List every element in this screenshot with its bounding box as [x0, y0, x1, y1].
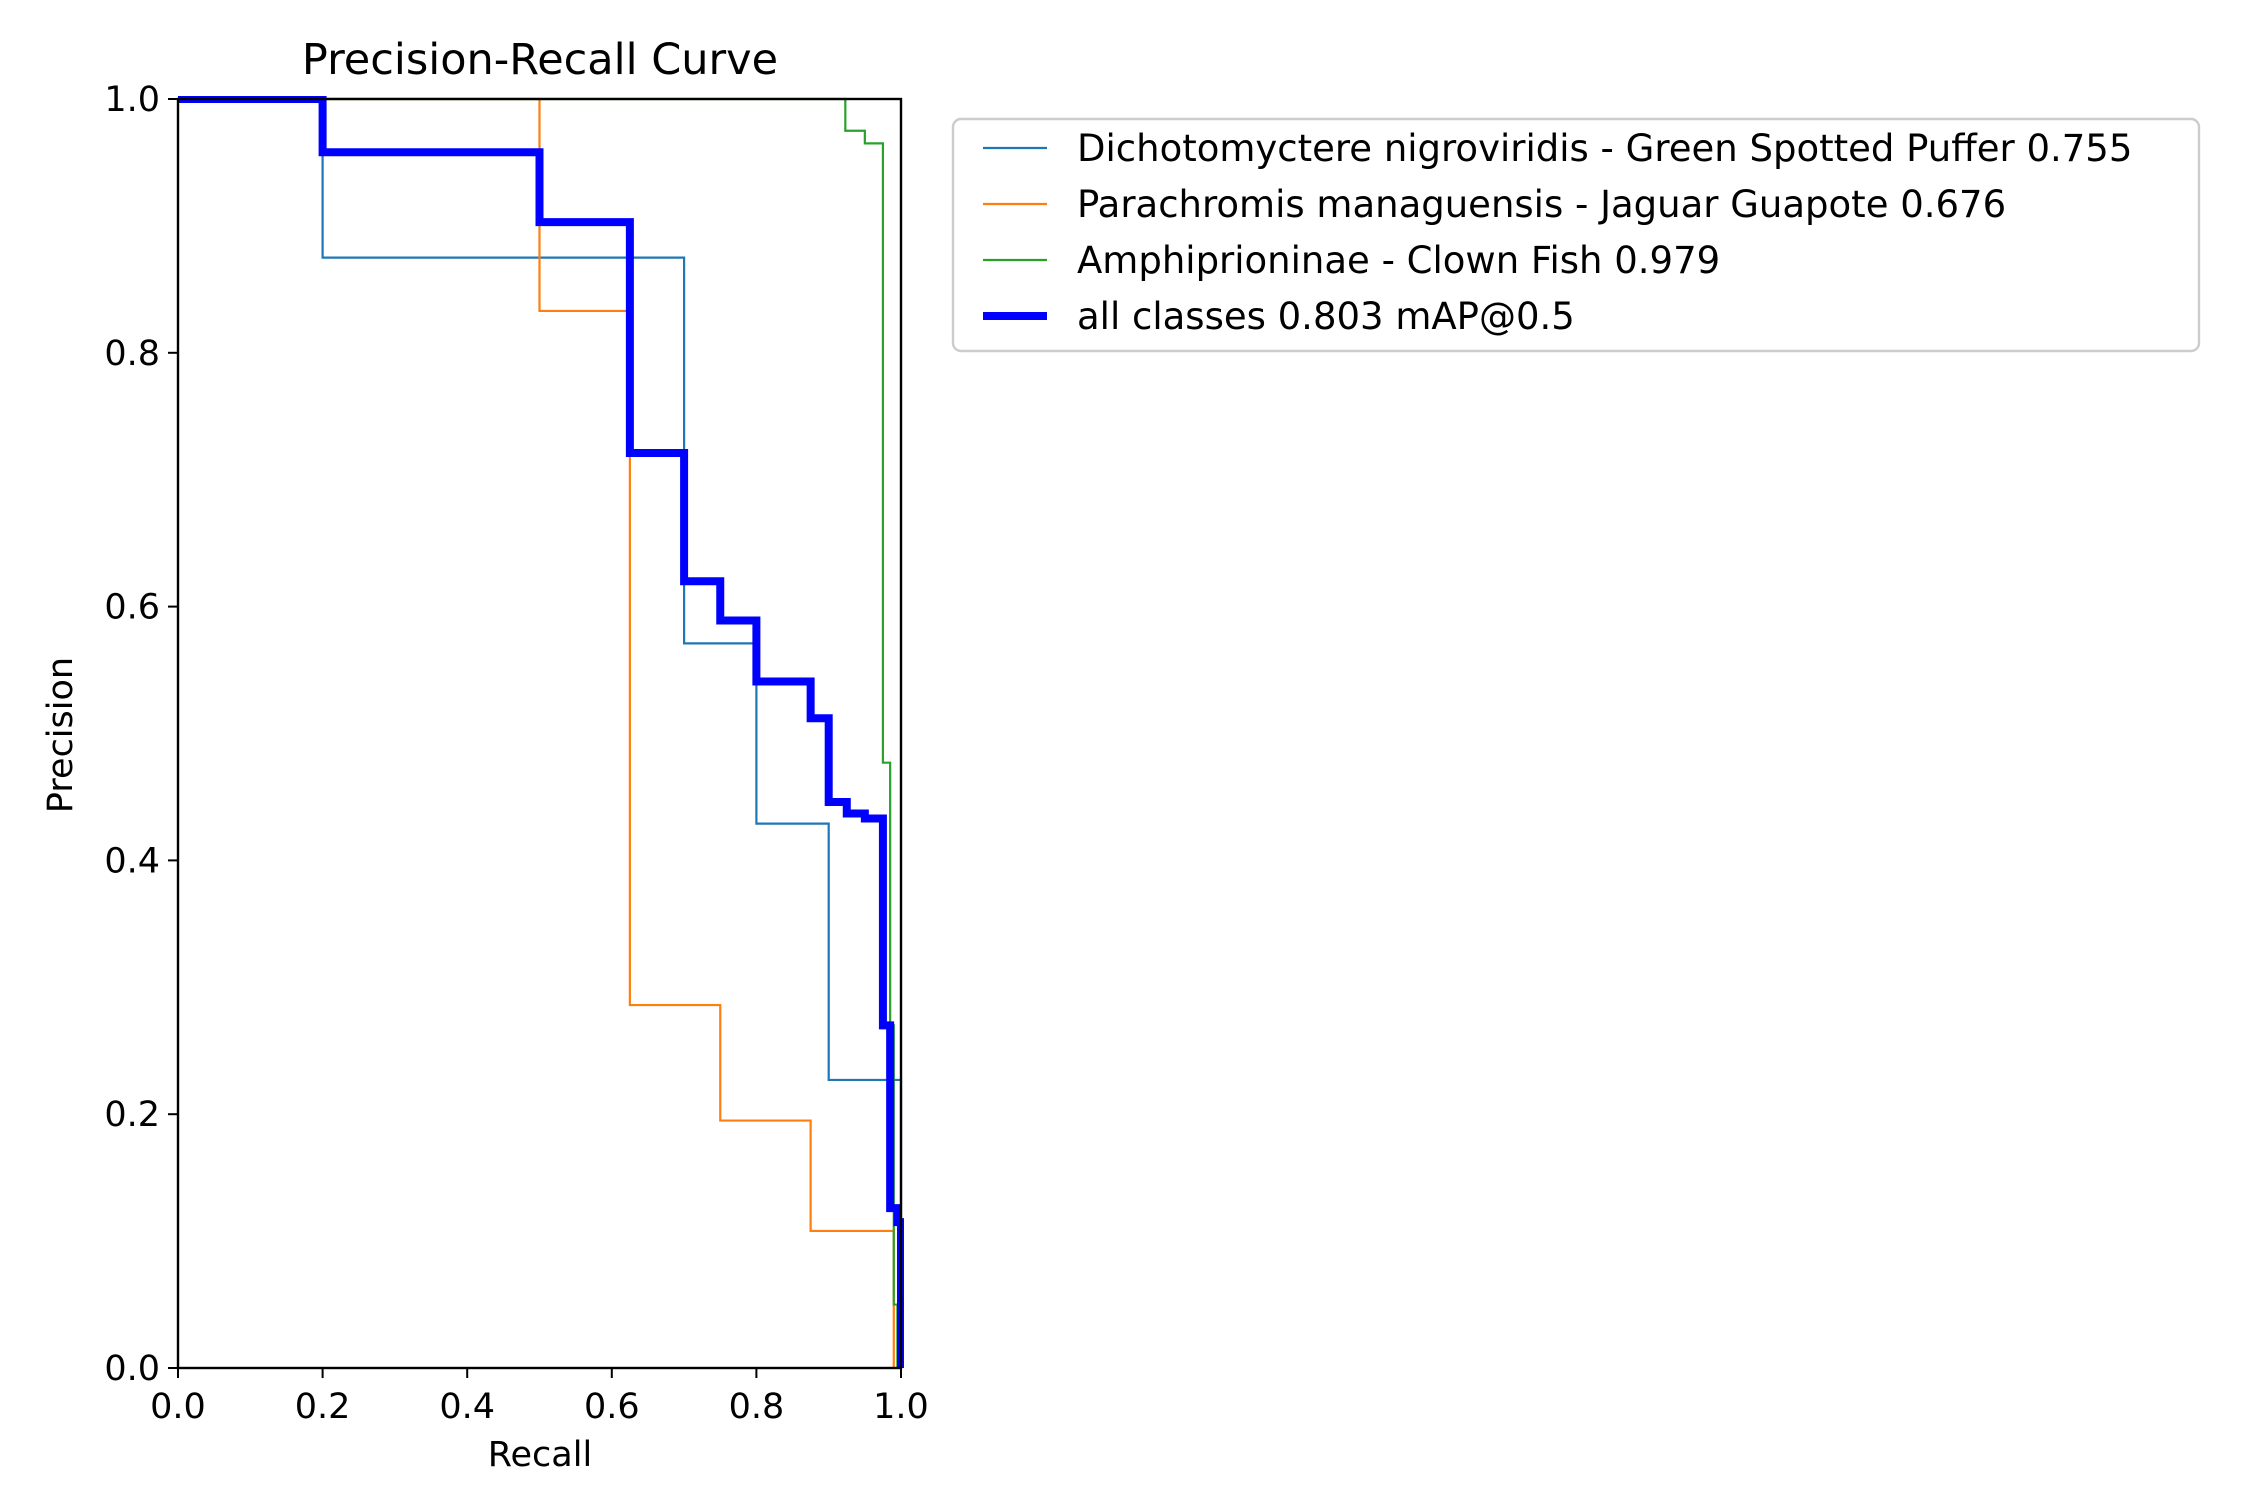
x-tick-label-0: 0.0 — [150, 1387, 206, 1427]
series-group — [178, 96, 904, 1368]
y-axis-label: Precision — [41, 657, 81, 813]
plot-area — [176, 96, 904, 1370]
y-tick-label-4: 0.8 — [104, 334, 160, 374]
x-tick-label-3: 0.6 — [584, 1387, 640, 1427]
x-tick-label-2: 0.4 — [439, 1387, 495, 1427]
y-tick-label-2: 0.4 — [104, 841, 160, 881]
legend-items: Dichotomyctere nigroviridis - Green Spot… — [983, 127, 2132, 338]
chart-title: Precision-Recall Curve — [302, 35, 778, 85]
y-tick-label-0: 0.0 — [104, 1349, 160, 1389]
x-axis-ticks: 0.0 0.2 0.4 0.6 0.8 1.0 — [150, 1368, 929, 1427]
y-tick-label-1: 0.2 — [104, 1095, 160, 1135]
legend-label-1: Parachromis managuensis - Jaguar Guapote… — [1077, 183, 2006, 226]
series-line-1 — [178, 97, 895, 1368]
x-tick-label-5: 1.0 — [873, 1387, 929, 1427]
legend: Dichotomyctere nigroviridis - Green Spot… — [951, 117, 2201, 353]
y-axis-ticks: 0.0 0.2 0.4 0.6 0.8 1.0 — [104, 80, 178, 1389]
series-line-3 — [178, 96, 904, 1368]
legend-label-2: Amphiprioninae - Clown Fish 0.979 — [1077, 239, 1720, 282]
x-tick-label-1: 0.2 — [295, 1387, 351, 1427]
legend-frame — [951, 117, 2201, 353]
legend-label-3: all classes 0.803 mAP@0.5 — [1077, 295, 1575, 338]
axes-frame — [176, 97, 903, 1370]
x-tick-label-4: 0.8 — [729, 1387, 785, 1427]
legend-label-0: Dichotomyctere nigroviridis - Green Spot… — [1077, 127, 2132, 170]
y-tick-label-5: 1.0 — [104, 80, 160, 120]
x-axis-label: Recall — [488, 1435, 592, 1475]
series-line-2 — [178, 97, 899, 1368]
y-tick-label-3: 0.6 — [104, 588, 160, 628]
